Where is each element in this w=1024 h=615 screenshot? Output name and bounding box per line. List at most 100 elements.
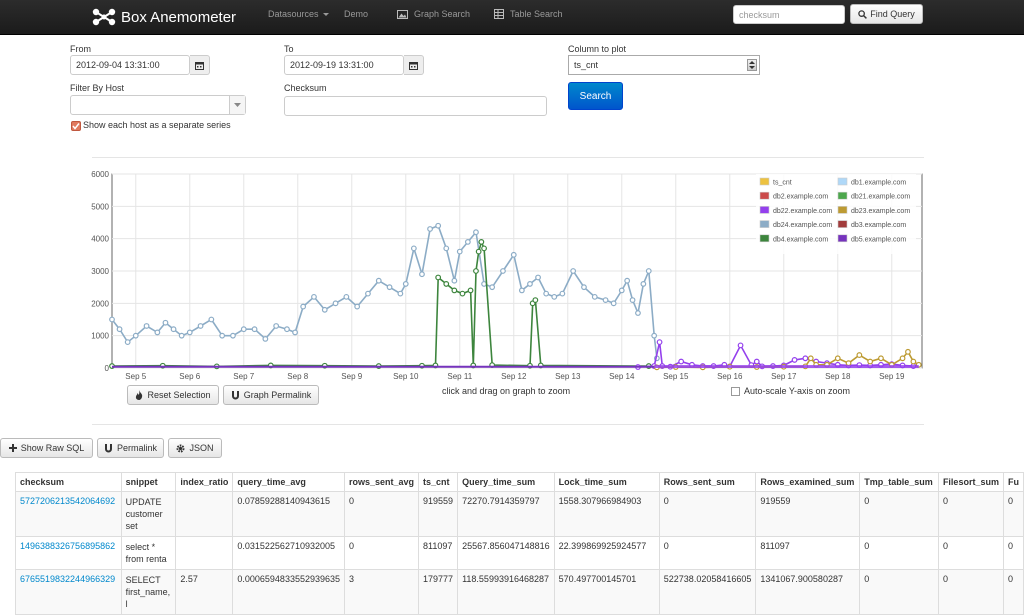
column-header[interactable]: Lock_time_sum: [553, 472, 660, 492]
table-cell: 522738.02058416605: [658, 569, 757, 615]
legend-swatch: [837, 191, 848, 200]
data-point: [478, 238, 485, 245]
data-point: [635, 310, 641, 316]
legend-label: db5.example.com: [851, 236, 906, 243]
data-point: [551, 293, 558, 300]
data-point: [467, 287, 474, 294]
data-point: [459, 290, 466, 297]
table-cell: 1558.307966984903: [553, 491, 660, 537]
series-line: [111, 239, 649, 368]
table-cell: SELECT first_name, l: [120, 569, 177, 615]
chevron-down-icon[interactable]: [229, 96, 245, 114]
table-cell: 118.55993916468287: [457, 569, 555, 615]
table-icon: [494, 9, 504, 19]
table-cell: 3: [343, 569, 420, 615]
nav-table-search-label: Table Search: [510, 9, 563, 19]
column-select[interactable]: ts_cnt: [568, 55, 760, 75]
data-point: [845, 360, 852, 367]
search-button[interactable]: Search: [568, 82, 623, 110]
legend-swatch: [759, 191, 770, 200]
brand[interactable]: Box Anemometer: [92, 6, 236, 28]
column-header[interactable]: Query_time_sum: [457, 472, 555, 492]
checksum-link[interactable]: 5727206213542064692: [20, 496, 116, 506]
table-cell: 0: [937, 569, 1004, 615]
json-button[interactable]: JSON: [168, 438, 222, 458]
table-cell: 0: [1002, 569, 1024, 615]
query-chart[interactable]: 0 1000 2000 3000 4000 5000 6000 Sep 5 Sep 6 Sep 7…: [90, 166, 930, 386]
column-header[interactable]: index_ratio: [175, 472, 234, 492]
checksum-search-input[interactable]: [733, 5, 845, 24]
x-tick-label: Sep 6: [179, 372, 200, 381]
table-cell: 0: [859, 536, 939, 570]
show-raw-sql-button[interactable]: Show Raw SQL: [0, 438, 93, 458]
column-header[interactable]: ts_cnt: [418, 472, 459, 492]
find-query-button[interactable]: Find Query: [850, 4, 923, 24]
separate-series-label: Show each host as a separate series: [83, 120, 231, 130]
magnet-icon: [231, 390, 239, 399]
data-point: [273, 323, 280, 329]
legend-box: [756, 174, 916, 254]
data-point: [867, 358, 874, 365]
table-cell: 811097: [755, 536, 861, 570]
y-tick-label: 4000: [91, 235, 109, 244]
data-point: [610, 300, 617, 307]
table-cell: 0: [1002, 536, 1024, 570]
table-row: 1496388326756895862 select * from renta …: [15, 536, 1024, 570]
data-point: [178, 332, 185, 339]
data-point: [910, 358, 917, 365]
column-header[interactable]: Rows_sent_sum: [658, 472, 757, 492]
from-date-input[interactable]: 2012-09-04 13:31:00: [70, 55, 190, 75]
filter-host-combo[interactable]: [70, 95, 246, 115]
column-header[interactable]: Filesort_sum: [937, 472, 1004, 492]
column-header[interactable]: Fu: [1002, 472, 1024, 492]
data-point: [186, 329, 193, 336]
legend-label: db23.example.com: [851, 208, 910, 215]
data-point: [510, 251, 517, 258]
autoscale-option[interactable]: Auto-scale Y-axis on zoom: [731, 386, 850, 396]
column-header[interactable]: snippet: [120, 472, 177, 492]
permalink-button[interactable]: Permalink: [97, 438, 164, 458]
table-cell: 22.399869925924577: [553, 536, 660, 570]
column-header[interactable]: checksum: [15, 472, 122, 492]
reset-selection-button[interactable]: Reset Selection: [127, 385, 219, 405]
checksum-link[interactable]: 6765519832244966329: [20, 574, 116, 584]
table-cell: 0: [859, 491, 939, 537]
data-point: [262, 335, 269, 342]
x-tick-label: Sep 14: [609, 372, 635, 381]
nav-datasources[interactable]: Datasources: [268, 9, 329, 19]
data-point: [154, 329, 161, 336]
nav-graph-search[interactable]: Graph Search: [397, 9, 470, 19]
from-calendar-button[interactable]: [190, 55, 210, 75]
to-calendar-button[interactable]: [404, 55, 424, 75]
column-header[interactable]: Rows_examined_sum: [755, 472, 861, 492]
table-cell: 2.57: [175, 569, 234, 615]
column-header[interactable]: query_time_avg: [232, 472, 345, 492]
nav-demo[interactable]: Demo: [344, 9, 368, 19]
x-tick-label: Sep 5: [125, 372, 146, 381]
data-point: [802, 355, 809, 362]
table-cell: 72270.7914359797: [457, 491, 555, 537]
graph-permalink-button[interactable]: Graph Permalink: [223, 385, 319, 405]
checksum-input[interactable]: [284, 96, 547, 116]
data-point: [208, 316, 215, 323]
column-header[interactable]: Tmp_table_sum: [859, 472, 939, 492]
legend-label: db21.example.com: [851, 194, 910, 201]
data-point: [518, 287, 525, 294]
table-cell: 0: [937, 536, 1004, 570]
autoscale-checkbox[interactable]: [731, 386, 740, 396]
data-point: [559, 290, 566, 297]
checksum-link[interactable]: 1496388326756895862: [20, 541, 116, 551]
to-date-input[interactable]: 2012-09-19 13:31:00: [284, 55, 404, 75]
results-table: checksum snippet index_ratio query_time_…: [15, 472, 1024, 615]
data-point: [905, 348, 911, 355]
separate-series-checkbox[interactable]: [71, 121, 81, 131]
data-point: [543, 290, 550, 297]
navbar: Box Anemometer Datasources Demo Graph Se…: [0, 0, 1024, 35]
data-point: [737, 342, 744, 349]
data-point: [581, 284, 587, 291]
table-cell: 6765519832244966329: [15, 569, 122, 615]
column-header[interactable]: rows_sent_avg: [343, 472, 420, 492]
legend-label: db24.example.com: [773, 222, 832, 229]
nav-table-search[interactable]: Table Search: [494, 9, 563, 19]
from-label: From: [70, 44, 91, 54]
